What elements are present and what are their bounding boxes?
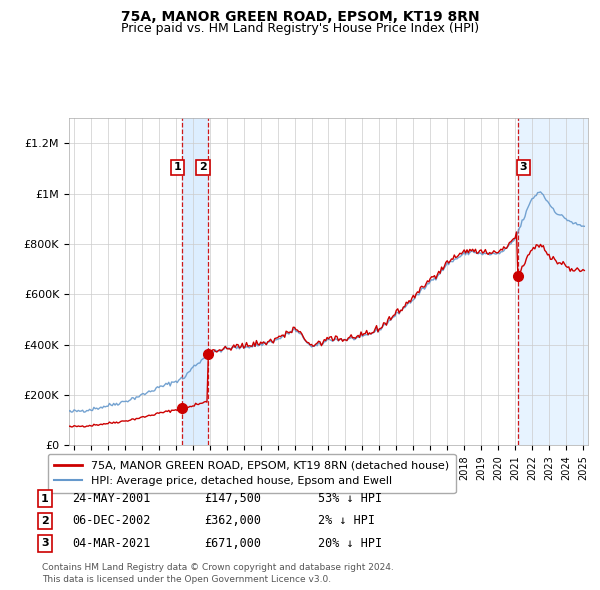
Legend: 75A, MANOR GREEN ROAD, EPSOM, KT19 8RN (detached house), HPI: Average price, det: 75A, MANOR GREEN ROAD, EPSOM, KT19 8RN (… bbox=[47, 454, 455, 493]
Text: 3: 3 bbox=[41, 539, 49, 548]
Text: 04-MAR-2021: 04-MAR-2021 bbox=[72, 537, 151, 550]
Bar bbox=[518, 118, 588, 445]
Text: Price paid vs. HM Land Registry's House Price Index (HPI): Price paid vs. HM Land Registry's House … bbox=[121, 22, 479, 35]
Text: Contains HM Land Registry data © Crown copyright and database right 2024.: Contains HM Land Registry data © Crown c… bbox=[42, 563, 394, 572]
Text: £147,500: £147,500 bbox=[204, 492, 261, 505]
Text: 1: 1 bbox=[173, 162, 181, 172]
Text: 1: 1 bbox=[41, 494, 49, 503]
Text: 2% ↓ HPI: 2% ↓ HPI bbox=[318, 514, 375, 527]
Text: 2: 2 bbox=[199, 162, 207, 172]
Text: 20% ↓ HPI: 20% ↓ HPI bbox=[318, 537, 382, 550]
Text: This data is licensed under the Open Government Licence v3.0.: This data is licensed under the Open Gov… bbox=[42, 575, 331, 584]
Text: £362,000: £362,000 bbox=[204, 514, 261, 527]
Text: £671,000: £671,000 bbox=[204, 537, 261, 550]
Text: 06-DEC-2002: 06-DEC-2002 bbox=[72, 514, 151, 527]
Bar bbox=[182, 118, 208, 445]
Text: 75A, MANOR GREEN ROAD, EPSOM, KT19 8RN: 75A, MANOR GREEN ROAD, EPSOM, KT19 8RN bbox=[121, 10, 479, 24]
Text: 2: 2 bbox=[41, 516, 49, 526]
Text: 3: 3 bbox=[520, 162, 527, 172]
Text: 24-MAY-2001: 24-MAY-2001 bbox=[72, 492, 151, 505]
Text: 53% ↓ HPI: 53% ↓ HPI bbox=[318, 492, 382, 505]
